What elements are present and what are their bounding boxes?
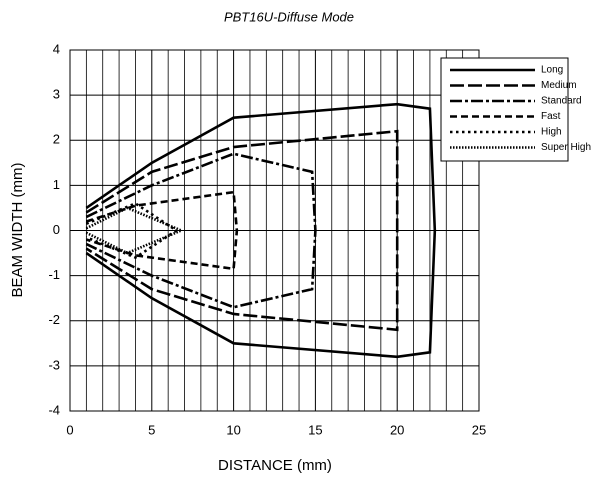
series-line [85, 206, 185, 255]
series-line [85, 152, 317, 309]
legend-label: Long [541, 65, 563, 76]
x-tick-label: 25 [472, 422, 486, 437]
y-tick-label: 3 [53, 87, 60, 102]
plot-frame [69, 49, 480, 412]
y-axis-label: BEAM WIDTH (mm) [9, 163, 26, 298]
legend-label: Fast [541, 111, 561, 122]
legend-label: High [541, 127, 562, 138]
series-line [85, 201, 179, 260]
x-axis-label: DISTANCE (mm) [218, 457, 332, 474]
x-tick-label: 20 [390, 422, 404, 437]
y-tick-label: -3 [48, 357, 60, 372]
legend-box [440, 57, 569, 162]
series-line [85, 190, 239, 271]
legend-label: Super High [541, 142, 591, 153]
x-tick-label: 15 [308, 422, 322, 437]
y-tick-label: 1 [53, 177, 60, 192]
y-tick-label: 2 [53, 132, 60, 147]
y-tick-label: -2 [48, 312, 60, 327]
y-tick-label: 0 [53, 222, 60, 237]
series-line [85, 102, 437, 359]
legend-label: Standard [541, 96, 582, 107]
y-tick-label: -1 [48, 267, 60, 282]
x-tick-label: 5 [148, 422, 155, 437]
x-tick-label: 0 [66, 422, 73, 437]
series-line [85, 129, 399, 332]
y-tick-label: 4 [53, 41, 60, 56]
legend-label: Medium [541, 80, 577, 91]
y-tick-label: -4 [48, 402, 60, 417]
chart-title: PBT16U-Diffuse Mode [224, 9, 354, 24]
x-tick-label: 10 [226, 422, 240, 437]
